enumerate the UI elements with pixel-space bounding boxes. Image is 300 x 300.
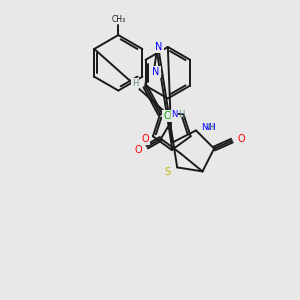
Text: H: H [178, 110, 185, 119]
Text: O: O [237, 134, 245, 144]
Text: O: O [134, 145, 142, 154]
Text: H: H [207, 123, 213, 132]
Text: N: N [201, 123, 207, 132]
Text: S: S [164, 167, 170, 177]
Text: N: N [152, 67, 160, 76]
Text: O: O [141, 134, 149, 144]
Text: CH₃: CH₃ [111, 15, 125, 24]
Text: NH: NH [203, 123, 216, 132]
Text: H: H [132, 79, 139, 88]
Text: N: N [172, 110, 178, 119]
Text: Cl: Cl [163, 111, 172, 121]
Text: N: N [155, 42, 163, 52]
